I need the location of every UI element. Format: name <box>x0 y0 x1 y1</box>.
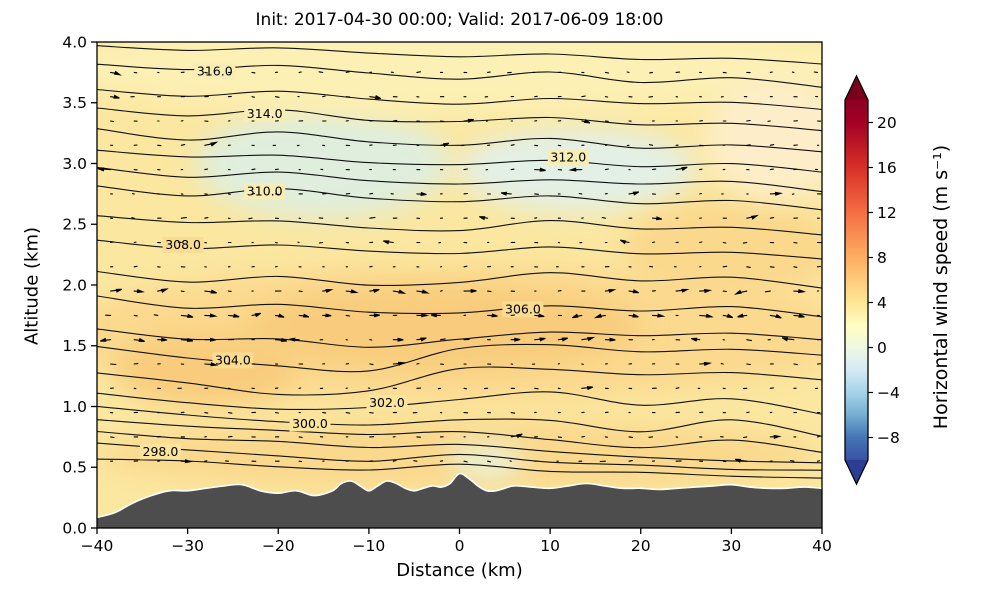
contour-label: 298.0 <box>143 444 179 459</box>
x-tick-label: 30 <box>722 537 742 555</box>
x-axis-label: Distance (km) <box>396 560 523 581</box>
colorbar-tick-label: −4 <box>877 384 900 402</box>
contour-line <box>97 458 822 479</box>
colorbar: 20 16 12 8 4 0 −4 −8 <box>844 74 900 486</box>
contour-label: 314.0 <box>247 106 283 121</box>
colorbar-tick-label: 4 <box>877 294 887 312</box>
contour-line <box>97 391 822 415</box>
contour-line <box>97 215 822 236</box>
x-tick-label: −30 <box>171 537 204 555</box>
contour-label: 304.0 <box>215 353 251 368</box>
y-tick-label: 4.0 <box>62 33 87 51</box>
contour-line <box>97 239 822 260</box>
terrain-silhouette <box>97 472 822 528</box>
x-tick-label: 0 <box>455 537 465 555</box>
contour-line <box>97 405 822 437</box>
contour-line <box>97 128 822 153</box>
y-tick-label: 3.0 <box>62 155 87 173</box>
y-tick-label: 2.0 <box>62 276 87 294</box>
axes: −40 −30 −20 −10 0 10 20 30 40 0.0 0.5 1.0 1.5 2.0 2.5 3… <box>62 33 832 555</box>
x-tick-label: 10 <box>540 537 560 555</box>
colorbar-tick-label: 12 <box>877 204 897 222</box>
y-tick-label: 2.5 <box>62 216 87 234</box>
x-tick-label: 20 <box>631 537 651 555</box>
colorbar-extend-min <box>845 460 868 484</box>
contour-line <box>97 295 822 318</box>
y-axis-label: Altitude (km) <box>21 226 43 346</box>
contour-line <box>97 442 822 471</box>
contour-line <box>97 270 822 289</box>
contour-line <box>97 419 822 453</box>
x-tick-label: −40 <box>81 537 114 555</box>
plot-title: Init: 2017-04-30 00:00; Valid: 2017-06-0… <box>255 10 664 30</box>
wind-vectors <box>97 70 822 464</box>
x-tick-label: 40 <box>812 537 832 555</box>
contour-line <box>97 45 822 65</box>
colorbar-tick-label: 0 <box>877 339 887 357</box>
contour-line <box>97 430 822 464</box>
x-tick-label: −10 <box>353 537 386 555</box>
contour-line <box>97 185 822 211</box>
contour-label: 302.0 <box>369 395 405 410</box>
colorbar-tick-label: −8 <box>877 429 900 447</box>
contour-label: 310.0 <box>247 184 283 199</box>
contour-label: 316.0 <box>197 64 233 79</box>
contour-label: 300.0 <box>292 416 328 431</box>
colorbar-extend-max <box>845 76 868 100</box>
x-tick-label: −20 <box>262 537 295 555</box>
contour-line <box>97 149 822 173</box>
y-tick-label: 0.5 <box>62 459 87 477</box>
contour-label: 306.0 <box>505 302 541 317</box>
colorbar-label: Horizontal wind speed (m s⁻¹) <box>930 144 952 430</box>
contour-line <box>97 366 822 396</box>
y-tick-label: 3.5 <box>62 94 87 112</box>
colorbar-tick-label: 16 <box>877 159 897 177</box>
colorbar-tick-label: 8 <box>877 249 887 267</box>
colorbar-tick-label: 20 <box>877 114 897 132</box>
y-tick-label: 0.0 <box>62 519 87 537</box>
contour-line <box>97 107 822 132</box>
contour-labels: 298.0 300.0 302.0 304.0 306.0 308.0 310.0 312.0… <box>139 63 589 460</box>
contour-line <box>97 166 822 193</box>
y-tick-label: 1.5 <box>62 337 87 355</box>
contour-label: 308.0 <box>165 237 201 252</box>
contour-label: 312.0 <box>550 150 586 165</box>
y-tick-label: 1.0 <box>62 398 87 416</box>
contour-line <box>97 88 822 110</box>
